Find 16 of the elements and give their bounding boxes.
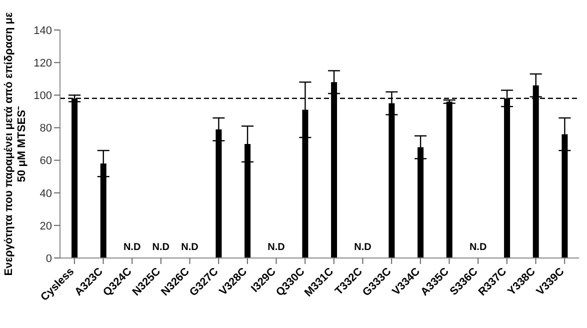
text: N.D (469, 242, 487, 253)
text: N.D (354, 242, 372, 253)
text: N.D (123, 242, 141, 253)
text: N.D (152, 242, 170, 253)
text: N.D (181, 242, 198, 253)
y-tick-label: 0 (46, 252, 52, 265)
y-tick-label: 20 (40, 220, 52, 232)
y-tick-label: 60 (40, 155, 52, 168)
y-tick-label: 140 (34, 24, 52, 37)
y-tick-label: 40 (40, 188, 52, 200)
bar (446, 102, 452, 258)
y-axis-title: Ενεργότητα που παραμένει μετά από επίδραση με 50 μM MTSES⁻ (3, 11, 28, 276)
text: N.D (268, 242, 285, 253)
y-tick-label: 100 (34, 90, 52, 102)
y-tick-label: 80 (40, 122, 52, 135)
y-tick-label: 120 (34, 57, 52, 70)
